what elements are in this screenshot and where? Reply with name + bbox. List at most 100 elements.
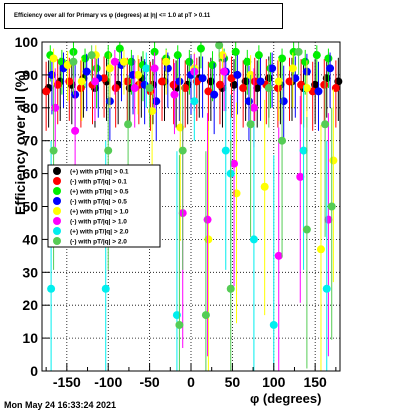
data-point — [82, 67, 91, 76]
legend-marker — [53, 187, 61, 195]
data-point — [162, 57, 171, 66]
data-point — [324, 54, 333, 63]
data-point — [65, 77, 74, 86]
data-point — [239, 84, 248, 93]
data-series — [42, 41, 343, 371]
legend-marker — [53, 237, 61, 245]
data-point — [285, 77, 294, 86]
legend-marker — [53, 207, 61, 215]
y-tick-label: 90 — [22, 67, 38, 83]
data-point — [76, 84, 85, 93]
data-point — [220, 67, 229, 76]
data-point — [158, 77, 167, 86]
data-point — [178, 146, 187, 155]
data-point — [215, 80, 224, 89]
y-tick-label: 40 — [22, 231, 38, 247]
data-point — [110, 57, 119, 66]
axis-ticks: 0 10 20 30 40 50 60 70 80 90 100 -150 -100 -50 0 50 100 1… — [15, 34, 337, 390]
data-point — [264, 84, 273, 93]
data-point — [150, 47, 159, 56]
data-point — [226, 284, 235, 293]
data-point — [42, 87, 51, 96]
data-point — [268, 64, 277, 73]
data-point — [322, 284, 331, 293]
data-point — [71, 126, 80, 135]
data-point — [69, 57, 78, 66]
legend-label: (-) with pT/|q| > 2.0 — [70, 239, 127, 246]
data-point — [130, 84, 139, 93]
y-tick-label: 20 — [22, 297, 38, 313]
data-point — [227, 74, 236, 83]
data-point — [278, 136, 287, 145]
data-point — [77, 77, 86, 86]
data-point — [269, 320, 278, 329]
data-point — [243, 57, 252, 66]
data-point — [47, 284, 56, 293]
data-point — [169, 80, 178, 89]
data-point — [274, 251, 283, 260]
x-tick-label: 50 — [225, 374, 241, 390]
data-point — [92, 64, 101, 73]
data-point — [233, 70, 242, 79]
data-point — [134, 70, 143, 79]
data-point — [215, 41, 224, 50]
data-point — [302, 84, 311, 93]
data-point — [49, 54, 58, 63]
data-point — [201, 311, 210, 320]
data-point — [124, 120, 133, 129]
legend: (+) with pT/|q| > 0.1 (-) with pT/|q| > 0… — [47, 164, 161, 248]
y-axis-label: Efficiency over all (%) — [12, 70, 28, 215]
legend-label: (+) with pT/|q| > 0.1 — [70, 169, 129, 176]
data-point — [218, 51, 227, 60]
data-point — [326, 64, 335, 73]
data-point — [87, 51, 96, 60]
data-point — [260, 182, 269, 191]
y-tick-label: 70 — [22, 133, 38, 149]
data-point — [203, 215, 212, 224]
data-point — [51, 103, 60, 112]
legend-box — [47, 164, 161, 248]
x-tick-label: -50 — [139, 374, 159, 390]
data-point — [210, 90, 219, 99]
data-point — [302, 225, 311, 234]
data-point — [274, 77, 283, 86]
data-point — [175, 320, 184, 329]
data-point — [123, 77, 132, 86]
data-point — [173, 51, 182, 60]
data-point — [152, 97, 161, 106]
legend-marker — [53, 227, 61, 235]
data-point — [104, 146, 113, 155]
data-point — [294, 47, 303, 56]
data-point — [278, 54, 287, 63]
data-point — [329, 156, 338, 165]
data-point — [221, 146, 230, 155]
data-point — [249, 103, 258, 112]
data-point — [256, 77, 265, 86]
data-point — [198, 74, 207, 83]
data-point — [316, 245, 325, 254]
y-tick-label: 10 — [22, 330, 38, 346]
data-point — [301, 57, 310, 66]
x-tick-label: -100 — [94, 374, 122, 390]
data-point — [170, 90, 179, 99]
data-point — [204, 87, 213, 96]
data-point — [105, 64, 114, 73]
legend-marker — [53, 197, 61, 205]
data-point — [273, 84, 282, 93]
data-point — [49, 146, 58, 155]
data-point — [299, 146, 308, 155]
data-point — [63, 61, 72, 70]
y-tick-label: 80 — [22, 100, 38, 116]
date-stamp: Mon May 24 16:33:24 2021 — [4, 400, 117, 410]
y-tick-label: 30 — [22, 264, 38, 280]
data-point — [288, 64, 297, 73]
data-point — [150, 64, 159, 73]
series-7 — [49, 41, 336, 371]
data-point — [208, 61, 217, 70]
data-point — [296, 172, 305, 181]
legend-label: (-) with pT/|q| > 1.0 — [70, 219, 127, 226]
y-tick-label: 100 — [15, 34, 39, 50]
data-point — [327, 202, 336, 211]
data-point — [308, 87, 317, 96]
